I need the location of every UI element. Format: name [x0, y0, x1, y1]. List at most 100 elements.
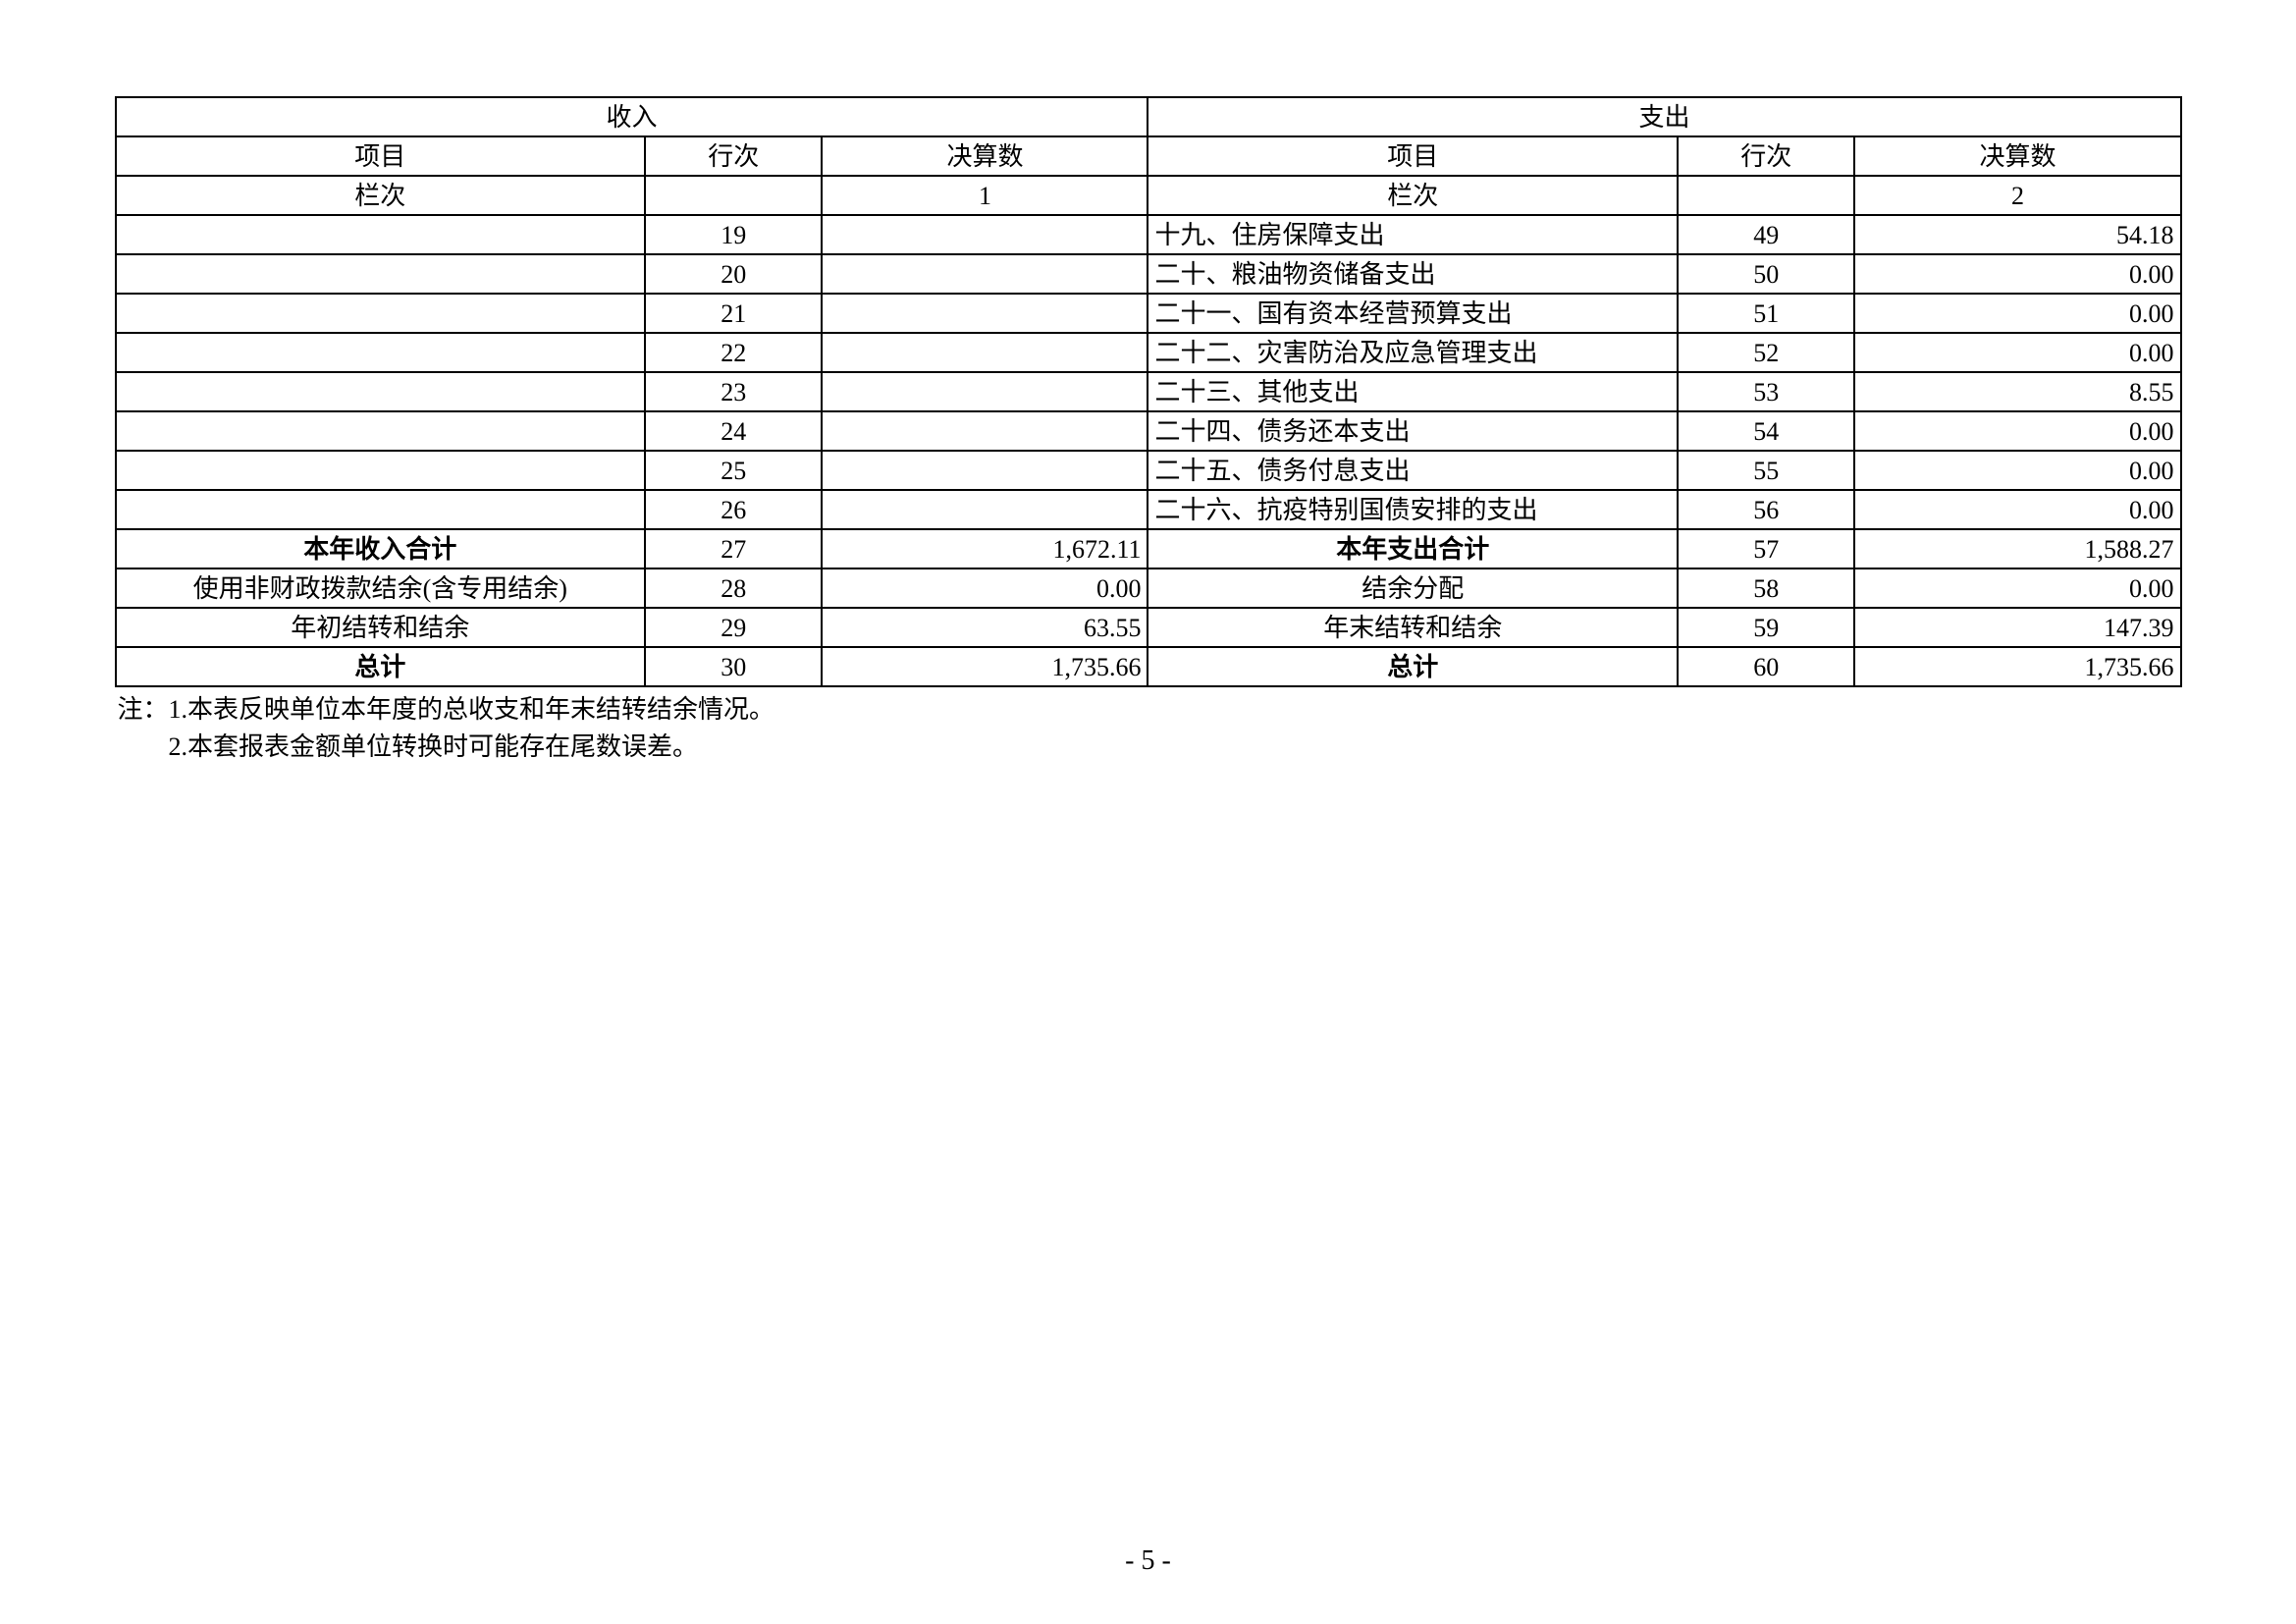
footnotes: 注：1.本表反映单位本年度的总收支和年末结转结余情况。 2.本套报表金额单位转换… — [112, 691, 2185, 765]
cell-ex_row: 53 — [1678, 372, 1855, 411]
cell-in_item: 使用非财政拨款结余(含专用结余) — [116, 568, 645, 608]
cell-in_item — [116, 254, 645, 294]
income-rank-label: 栏次 — [116, 176, 645, 215]
cell-in_row: 21 — [645, 294, 823, 333]
cell-ex_item: 二十、粮油物资储备支出 — [1148, 254, 1677, 294]
cell-ex_amt: 0.00 — [1854, 294, 2180, 333]
footnote-2: 2.本套报表金额单位转换时可能存在尾数误差。 — [118, 729, 2185, 766]
cell-in_amt: 63.55 — [822, 608, 1148, 647]
cell-ex_amt: 54.18 — [1854, 215, 2180, 254]
cell-ex_row: 54 — [1678, 411, 1855, 451]
cell-ex_amt: 8.55 — [1854, 372, 2180, 411]
income-amount-header: 决算数 — [822, 136, 1148, 176]
table-row: 年初结转和结余2963.55年末结转和结余59147.39 — [116, 608, 2181, 647]
cell-ex_item: 二十三、其他支出 — [1148, 372, 1677, 411]
table-row: 本年收入合计271,672.11本年支出合计571,588.27 — [116, 529, 2181, 568]
cell-ex_amt: 1,735.66 — [1854, 647, 2180, 686]
cell-in_amt — [822, 333, 1148, 372]
expense-amount-header: 决算数 — [1854, 136, 2180, 176]
header-cols-row: 项目 行次 决算数 项目 行次 决算数 — [116, 136, 2181, 176]
cell-in_row: 26 — [645, 490, 823, 529]
cell-ex_row: 49 — [1678, 215, 1855, 254]
expense-item-header: 项目 — [1148, 136, 1677, 176]
expense-rank-label: 栏次 — [1148, 176, 1677, 215]
table-row: 19 十九、住房保障支出4954.18 — [116, 215, 2181, 254]
cell-ex_amt: 0.00 — [1854, 451, 2180, 490]
cell-ex_row: 56 — [1678, 490, 1855, 529]
cell-in_row: 20 — [645, 254, 823, 294]
cell-ex_amt: 1,588.27 — [1854, 529, 2180, 568]
cell-in_item — [116, 451, 645, 490]
cell-in_amt: 0.00 — [822, 568, 1148, 608]
cell-in_amt — [822, 215, 1148, 254]
cell-ex_row: 60 — [1678, 647, 1855, 686]
cell-in_row: 23 — [645, 372, 823, 411]
income-group-header: 收入 — [116, 97, 1148, 136]
cell-ex_row: 51 — [1678, 294, 1855, 333]
cell-in_amt: 1,735.66 — [822, 647, 1148, 686]
income-row-header: 行次 — [645, 136, 823, 176]
cell-ex_amt: 0.00 — [1854, 490, 2180, 529]
cell-in_row: 19 — [645, 215, 823, 254]
cell-in_item — [116, 215, 645, 254]
cell-ex_row: 52 — [1678, 333, 1855, 372]
cell-ex_item: 二十四、债务还本支出 — [1148, 411, 1677, 451]
expense-row-header: 行次 — [1678, 136, 1855, 176]
cell-in_amt — [822, 254, 1148, 294]
table-row: 21 二十一、国有资本经营预算支出510.00 — [116, 294, 2181, 333]
income-item-header: 项目 — [116, 136, 645, 176]
footnote-1: 注：1.本表反映单位本年度的总收支和年末结转结余情况。 — [118, 691, 2185, 729]
cell-in_item: 总计 — [116, 647, 645, 686]
cell-in_item: 本年收入合计 — [116, 529, 645, 568]
cell-ex_row: 57 — [1678, 529, 1855, 568]
cell-ex_item: 结余分配 — [1148, 568, 1677, 608]
table-row: 24二十四、债务还本支出540.00 — [116, 411, 2181, 451]
cell-ex_item: 本年支出合计 — [1148, 529, 1677, 568]
cell-in_item — [116, 411, 645, 451]
expense-rank-blank — [1678, 176, 1855, 215]
cell-ex_item: 总计 — [1148, 647, 1677, 686]
cell-in_item — [116, 333, 645, 372]
cell-in_item — [116, 372, 645, 411]
expense-group-header: 支出 — [1148, 97, 2180, 136]
header-rank-row: 栏次 1 栏次 2 — [116, 176, 2181, 215]
income-rank-blank — [645, 176, 823, 215]
table-row: 总计301,735.66总计601,735.66 — [116, 647, 2181, 686]
cell-ex_amt: 147.39 — [1854, 608, 2180, 647]
cell-ex_item: 二十五、债务付息支出 — [1148, 451, 1677, 490]
cell-in_amt — [822, 451, 1148, 490]
cell-in_row: 25 — [645, 451, 823, 490]
cell-ex_row: 50 — [1678, 254, 1855, 294]
cell-in_amt — [822, 411, 1148, 451]
cell-in_row: 30 — [645, 647, 823, 686]
cell-in_item — [116, 294, 645, 333]
cell-in_row: 28 — [645, 568, 823, 608]
cell-in_amt — [822, 294, 1148, 333]
cell-in_amt — [822, 490, 1148, 529]
cell-ex_amt: 0.00 — [1854, 333, 2180, 372]
cell-ex_row: 59 — [1678, 608, 1855, 647]
expense-rank-value: 2 — [1854, 176, 2180, 215]
page-number: - 5 - — [0, 1545, 2296, 1577]
cell-ex_item: 年末结转和结余 — [1148, 608, 1677, 647]
header-group-row: 收入 支出 — [116, 97, 2181, 136]
cell-ex_row: 58 — [1678, 568, 1855, 608]
table-row: 20二十、粮油物资储备支出500.00 — [116, 254, 2181, 294]
cell-in_amt: 1,672.11 — [822, 529, 1148, 568]
cell-ex_item: 二十二、灾害防治及应急管理支出 — [1148, 333, 1677, 372]
table-row: 26 二十六、抗疫特别国债安排的支出560.00 — [116, 490, 2181, 529]
budget-table: 收入 支出 项目 行次 决算数 项目 行次 决算数 栏次 1 栏次 2 19 十九… — [115, 96, 2182, 687]
income-rank-value: 1 — [822, 176, 1148, 215]
cell-ex_item: 二十六、抗疫特别国债安排的支出 — [1148, 490, 1677, 529]
cell-in_row: 29 — [645, 608, 823, 647]
cell-in_amt — [822, 372, 1148, 411]
table-row: 使用非财政拨款结余(含专用结余)280.00结余分配580.00 — [116, 568, 2181, 608]
cell-in_row: 24 — [645, 411, 823, 451]
cell-ex_item: 二十一、国有资本经营预算支出 — [1148, 294, 1677, 333]
cell-in_item: 年初结转和结余 — [116, 608, 645, 647]
cell-ex_item: 十九、住房保障支出 — [1148, 215, 1677, 254]
table-row: 22 二十二、灾害防治及应急管理支出520.00 — [116, 333, 2181, 372]
cell-in_row: 22 — [645, 333, 823, 372]
cell-ex_amt: 0.00 — [1854, 568, 2180, 608]
cell-ex_row: 55 — [1678, 451, 1855, 490]
